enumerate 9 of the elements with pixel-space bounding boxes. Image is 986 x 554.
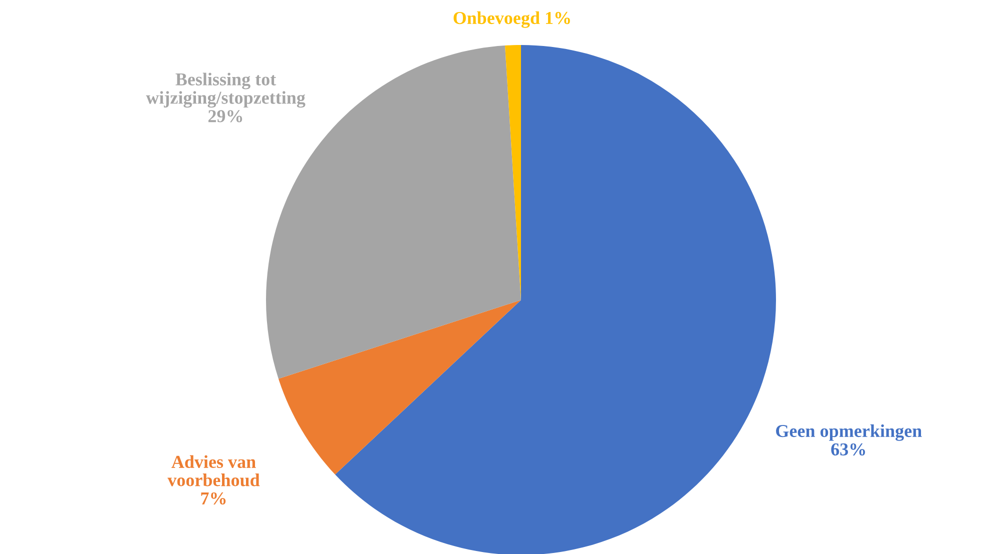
slice-label: Beslissing tot wijziging/stopzetting [146,72,306,108]
data-label: 63% [831,443,865,456]
pie-slice [335,45,776,554]
slice-label: Geen opmerkingen [776,424,922,441]
slice-label: Advies van voorbehoud [168,455,260,486]
data-label: 7% [201,492,226,505]
slice-label: Onbevoegd 1% [454,11,570,28]
pie-slice [278,300,521,475]
data-label: 29% [208,110,242,122]
